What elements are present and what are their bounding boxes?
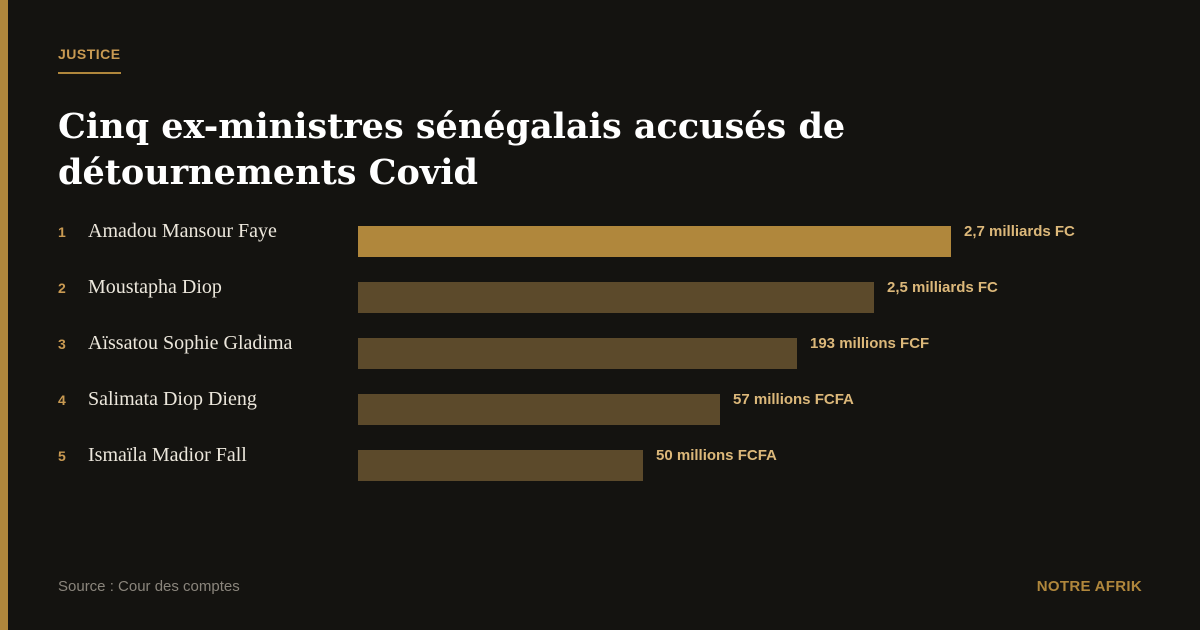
bar — [358, 394, 720, 425]
rank-number: 1 — [58, 224, 66, 240]
bar-value-label: 193 millions FCF — [810, 335, 930, 352]
source-note: Source : Cour des comptes — [58, 578, 240, 595]
rank-number: 4 — [58, 392, 66, 408]
accent-bar — [0, 0, 8, 630]
category-label-name: Amadou Mansour Faye — [88, 220, 277, 242]
bar-value-label: 2,5 milliards FC — [887, 279, 998, 296]
bar — [358, 226, 951, 257]
category-label-name: Moustapha Diop — [88, 276, 222, 298]
brand-logo[interactable]: NOTRE AFRIK — [1036, 578, 1142, 595]
rank-number: 3 — [58, 336, 66, 352]
bar-value-label: 57 millions FCFA — [733, 391, 854, 408]
bar — [358, 450, 643, 481]
bar-value-label: 50 millions FCFA — [656, 447, 777, 464]
rank-number: 5 — [58, 448, 66, 464]
page-title: Cinq ex-ministres sénégalais accusés de … — [58, 106, 846, 193]
category-label-name: Aïssatou Sophie Gladima — [88, 332, 293, 354]
bar — [358, 282, 874, 313]
rank-number: 2 — [58, 280, 66, 296]
category-label-name: Salimata Diop Dieng — [88, 388, 257, 410]
category-label-name: Ismaïla Madior Fall — [88, 444, 247, 466]
bar — [358, 338, 797, 369]
bar-value-label: 2,7 milliards FC — [964, 223, 1075, 240]
category-label: JUSTICE — [58, 46, 121, 74]
